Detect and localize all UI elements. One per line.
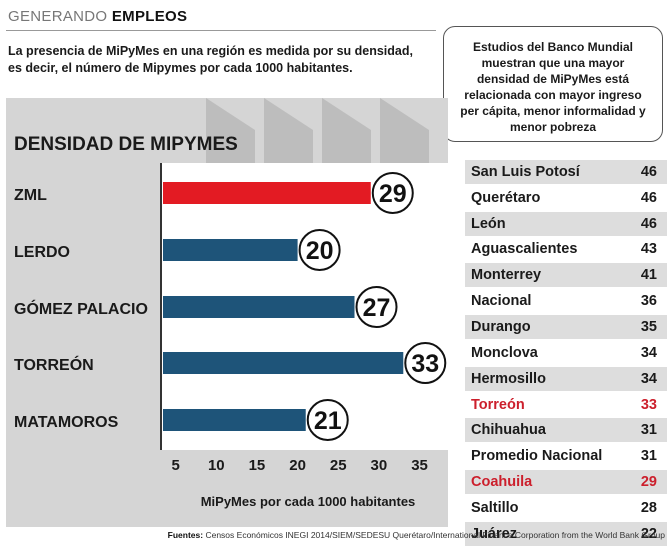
ranking-value: 29 (634, 469, 667, 496)
ranking-row: Saltillo 28 (465, 494, 667, 522)
chart-title: DENSIDAD DE MIPYMES (14, 134, 238, 155)
ranking-table: San Luis Potosí 46 Querétaro 46 León 46 Aguasc… (465, 160, 667, 548)
category-label: MATAMOROS (14, 414, 119, 431)
header-rule (6, 30, 436, 31)
data-label: 20 (306, 237, 334, 265)
section-header: GENERANDO EMPLEOS (8, 8, 187, 25)
ranking-value: 46 (634, 210, 667, 238)
tick-label: 35 (411, 457, 428, 474)
source-text: Censos Económicos INEGI 2014/SIEM/SEDESU… (205, 530, 665, 540)
bar (163, 352, 404, 374)
ranking-name: León (465, 210, 635, 238)
source-note: Fuentes: Censos Económicos INEGI 2014/SI… (168, 530, 665, 540)
ranking-name: Torreón (465, 391, 635, 419)
ranking-value: 34 (634, 339, 667, 367)
category-label: TORREÓN (14, 355, 94, 374)
ranking-value: 31 (634, 443, 667, 471)
ranking-row: Juárez 22 (465, 520, 667, 548)
roof-shape (206, 98, 255, 163)
ranking-name: Aguascalientes (465, 236, 635, 264)
category-label: ZML (14, 187, 47, 204)
tick-label: 10 (208, 457, 225, 474)
value-badge (404, 342, 447, 384)
ranking-value: 41 (634, 262, 667, 290)
x-axis-label: MiPyMes por cada 1000 habitantes (201, 494, 416, 509)
ranking-value: 35 (634, 314, 667, 341)
ranking-name: Querétaro (465, 184, 635, 212)
data-label: 33 (411, 350, 439, 378)
value-badge (355, 286, 398, 328)
ranking-row: Hermosillo 34 (465, 365, 667, 393)
roof-shape (380, 98, 429, 163)
ranking-row: Monclova 34 (465, 339, 667, 367)
intro-text: La presencia de MiPyMes en una región es… (8, 44, 413, 75)
tick-label: 5 (171, 457, 179, 474)
value-badge (371, 172, 414, 214)
value-badge (298, 229, 341, 271)
tick-label: 20 (289, 457, 306, 474)
header-light: GENERANDO (8, 8, 108, 25)
data-label: 27 (363, 294, 391, 322)
ranking-value: 34 (634, 365, 667, 393)
ranking-value: 43 (634, 236, 667, 264)
tick-label: 15 (249, 457, 266, 474)
roof-shape (322, 98, 371, 163)
bar (163, 239, 298, 261)
ranking-row: Aguascalientes 43 (465, 236, 667, 264)
category-label: LERDO (14, 244, 70, 261)
bar (163, 296, 355, 318)
ranking-row: Coahuila 29 (465, 469, 667, 496)
tick-label: 30 (371, 457, 388, 474)
ranking-value: 22 (634, 520, 667, 548)
ranking-value: 28 (634, 494, 667, 522)
tick-label: 25 (330, 457, 347, 474)
ranking-row: Torreón 33 (465, 391, 667, 419)
ranking-row: San Luis Potosí 46 (465, 160, 667, 186)
ranking-name: Promedio Nacional (465, 443, 635, 471)
data-label: 29 (379, 180, 407, 208)
bar (163, 409, 306, 431)
ranking-name: Juárez (465, 520, 635, 548)
ranking-value: 46 (634, 160, 667, 186)
ranking-row: Durango 35 (465, 314, 667, 341)
callout-box: Estudios del Banco Mundial muestran que … (443, 26, 663, 142)
bar (163, 182, 371, 204)
ranking-value: 33 (634, 391, 667, 419)
ranking-name: Nacional (465, 288, 635, 316)
ranking-value: 36 (634, 288, 667, 316)
ranking-name: Durango (465, 314, 635, 341)
ranking-name: Hermosillo (465, 365, 635, 393)
ranking-row: Promedio Nacional 31 (465, 443, 667, 471)
ranking-name: Monclova (465, 339, 635, 367)
header-bold: EMPLEOS (111, 8, 188, 25)
ranking-row: León 46 (465, 210, 667, 238)
ranking-value: 46 (634, 184, 667, 212)
category-label: GÓMEZ PALACIO (14, 299, 148, 318)
ranking-row: Chihuahua 31 (465, 417, 667, 445)
ranking-name: Coahuila (465, 469, 635, 496)
roof-shape (264, 98, 313, 163)
density-chart: DENSIDAD DE MIPYMES ZML 29 LERDO 20 GÓMEZ PAL… (6, 98, 448, 527)
ranking-row: Querétaro 46 (465, 184, 667, 212)
ranking-row: Monterrey 41 (465, 262, 667, 290)
ranking-name: San Luis Potosí (465, 160, 635, 186)
ranking-name: Saltillo (465, 494, 635, 522)
source-label: Fuentes: (167, 530, 204, 540)
ranking-row: Nacional 36 (465, 288, 667, 316)
ranking-name: Chihuahua (465, 417, 635, 445)
value-badge (306, 399, 349, 441)
ranking-name: Monterrey (465, 262, 635, 290)
ranking-value: 31 (634, 417, 667, 445)
data-label: 21 (314, 407, 342, 435)
